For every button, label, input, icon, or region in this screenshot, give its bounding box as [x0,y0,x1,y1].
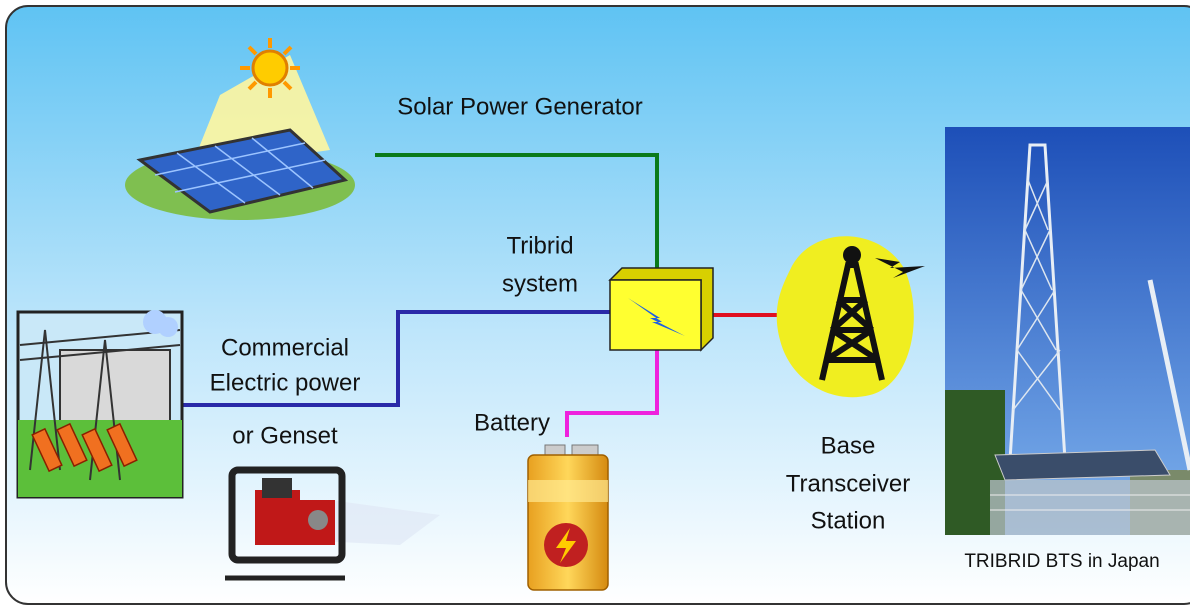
tribrid-box [610,268,713,350]
tribrid-label: Tribrid [506,232,573,259]
bts-label: Transceiver [786,470,910,497]
battery-icon [528,445,608,590]
genset-label: or Genset [232,422,338,449]
diagram: Solar Power Generator Tribrid system Com… [0,0,1190,609]
tribrid-label: system [502,270,578,297]
solar-label: Solar Power Generator [397,93,642,120]
bts-label: Station [811,507,886,534]
power-plant-icon [18,310,182,497]
photo-caption: TRIBRID BTS in Japan [964,551,1159,572]
commercial-label: Electric power [210,369,361,396]
battery-label: Battery [474,409,550,436]
commercial-label: Commercial [221,334,349,361]
bts-label: Base [821,432,876,459]
tower-photo [945,127,1190,535]
